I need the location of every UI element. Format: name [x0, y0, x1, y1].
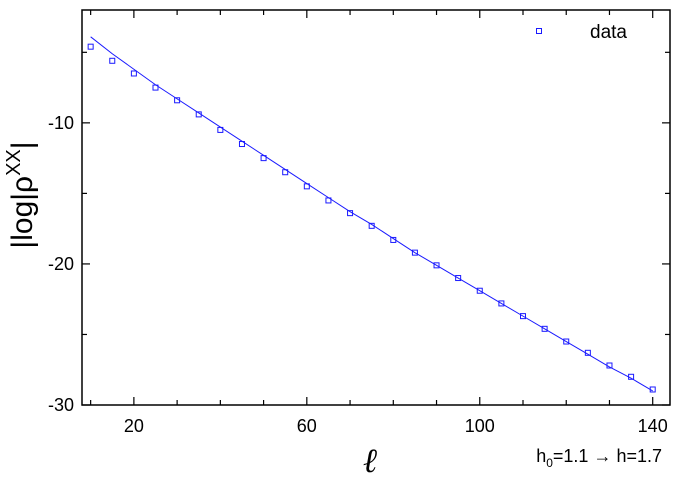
data-point: [433, 262, 440, 269]
x-tick-label: 140: [638, 416, 668, 436]
data-point: [563, 338, 570, 345]
annotation-post: =1.1 → h=1.7: [553, 446, 662, 466]
y-tick-label: -10: [48, 113, 74, 133]
annotation-pre: h: [536, 446, 546, 466]
data-point: [87, 43, 94, 50]
x-tick-label: 60: [297, 416, 317, 436]
legend: data: [536, 22, 627, 43]
y-axis-label-base: |log|ρ: [6, 176, 39, 249]
data-point: [455, 275, 462, 282]
y-axis-label-sup: XX: [3, 149, 25, 176]
y-tick-label: -20: [48, 254, 74, 274]
y-axis-label-close: |: [6, 141, 39, 149]
axes: 20 60 100 140 -10 -20 -30: [48, 9, 671, 436]
x-tick-label: 20: [124, 416, 144, 436]
plot-frame: [81, 9, 671, 406]
x-axis-label: ℓ: [363, 443, 377, 480]
legend-marker: [536, 28, 542, 34]
plot-area: [87, 36, 656, 393]
annotation-text: h0=1.1 → h=1.7: [536, 446, 662, 470]
data-point: [476, 287, 483, 294]
y-axis-label: |log|ρXX|: [3, 141, 39, 248]
data-point: [498, 300, 505, 307]
data-point: [130, 70, 137, 77]
data-point: [520, 313, 526, 320]
data-point: [109, 57, 116, 64]
y-tick-label: -30: [48, 395, 74, 415]
data-point: [541, 325, 548, 332]
fit-line: [90, 36, 653, 392]
legend-label: data: [590, 22, 627, 43]
annotation-sub: 0: [546, 456, 553, 470]
x-tick-label: 100: [465, 416, 495, 436]
data-point: [411, 249, 418, 256]
